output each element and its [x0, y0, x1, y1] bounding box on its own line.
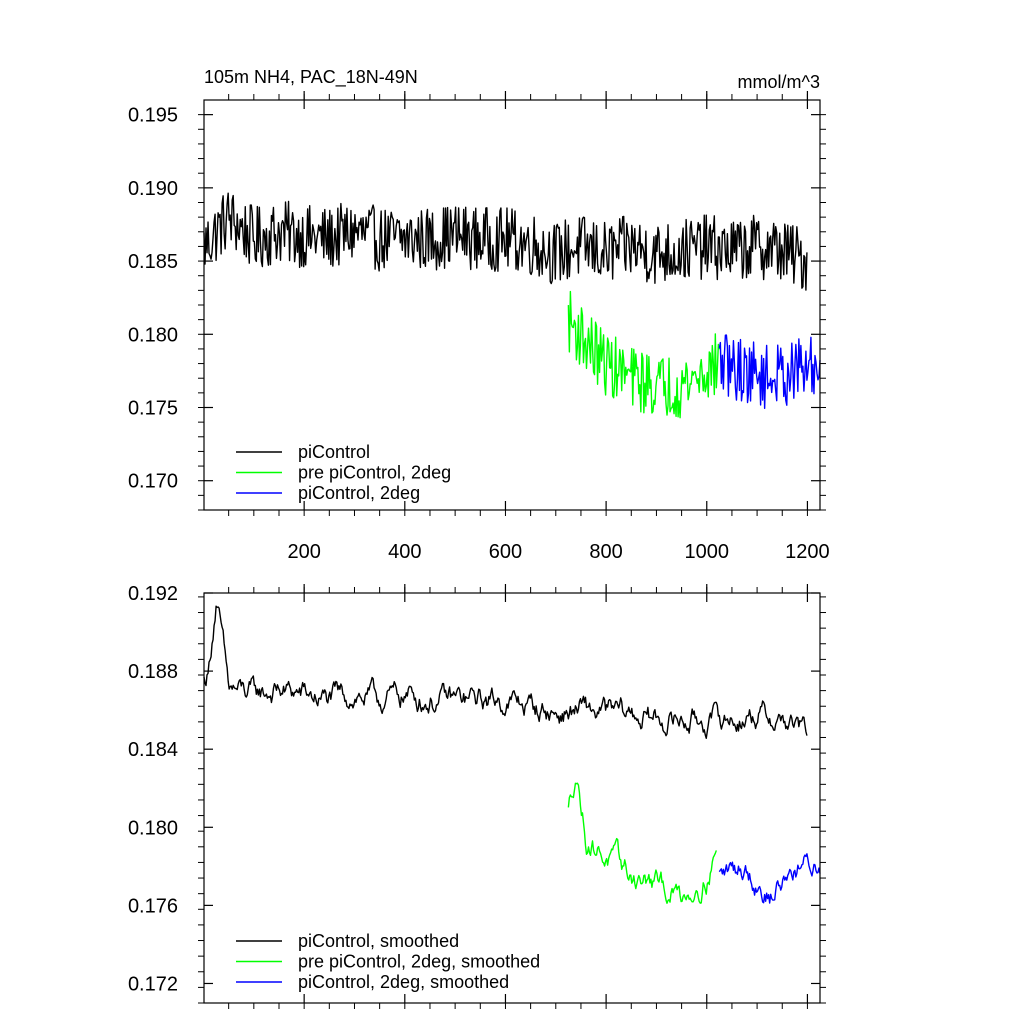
bottom-ytick-label: 0.188 [128, 661, 178, 683]
top-xtick-label: 200 [287, 541, 320, 563]
bottom-panel-series [203, 605, 821, 904]
top-ytick-label: 0.170 [128, 471, 178, 493]
top-panel: 105m NH4, PAC_18N-49N mmol/m^3 0.1950.19… [128, 67, 830, 563]
top-panel-units: mmol/m^3 [738, 72, 820, 92]
bottom-legend-label: piControl, smoothed [298, 931, 459, 951]
top-ytick-label: 0.175 [128, 398, 178, 420]
top-ytick-label: 0.185 [128, 251, 178, 273]
bottom-legend-label: pre piControl, 2deg, smoothed [298, 952, 540, 972]
bottom-series-picontrol-smoothed [203, 605, 808, 740]
bottom-panel-ticks: 0.192 0.188 0.184 0.180 0.176 0.172 [128, 583, 826, 1009]
top-legend-label: pre piControl, 2deg [298, 463, 451, 483]
top-ytick-label: 0.195 [128, 105, 178, 127]
top-xtick-label: 1000 [685, 541, 730, 563]
top-ytick-label: 0.190 [128, 178, 178, 200]
top-series-pre-picontrol-2deg [567, 290, 721, 419]
bottom-ytick-label: 0.184 [128, 739, 178, 761]
top-legend-label: piControl, 2deg [298, 483, 420, 503]
bottom-series-pre-picontrol-2deg-smoothed [567, 782, 717, 904]
top-panel-title: 105m NH4, PAC_18N-49N [204, 67, 418, 88]
top-legend-label: piControl [298, 442, 370, 462]
top-panel-ticks: 0.195 0.190 0.185 0.180 0.175 0.170 200 400 600 8… [128, 91, 830, 563]
top-panel-series [203, 192, 821, 419]
bottom-ytick-label: 0.176 [128, 895, 178, 917]
bottom-series-picontrol-2deg-smoothed [718, 853, 821, 904]
bottom-legend-label: piControl, 2deg, smoothed [298, 972, 509, 992]
top-xtick-label: 600 [489, 541, 522, 563]
top-ytick-label: 0.180 [128, 324, 178, 346]
bottom-ytick-label: 0.172 [128, 973, 178, 995]
bottom-ytick-label: 0.192 [128, 583, 178, 605]
bottom-panel-frame [203, 592, 821, 1004]
bottom-panel: 0.192 0.188 0.184 0.180 0.176 0.172 piControl… [128, 583, 826, 1009]
bottom-ytick-label: 0.180 [128, 817, 178, 839]
top-xtick-label: 800 [589, 541, 622, 563]
top-panel-frame [203, 99, 821, 511]
top-series-picontrol [203, 192, 808, 291]
top-xtick-label: 1200 [785, 541, 830, 563]
top-xtick-label: 400 [388, 541, 421, 563]
top-series-picontrol-2deg [718, 334, 821, 410]
